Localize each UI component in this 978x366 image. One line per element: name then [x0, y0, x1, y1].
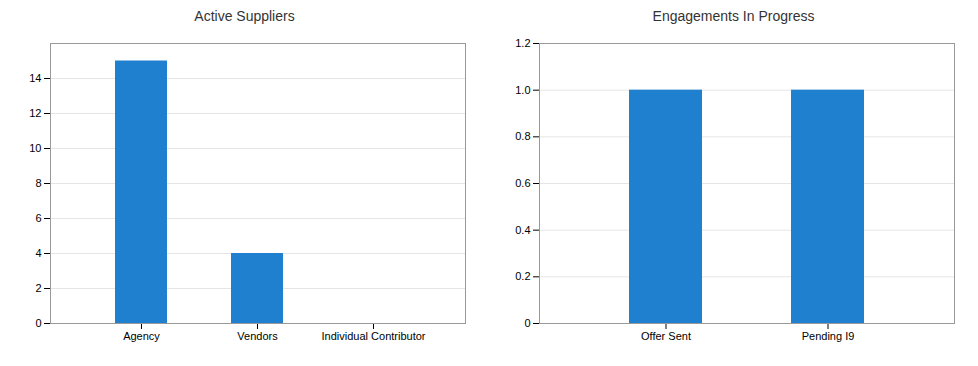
svg-text:Pending I9: Pending I9: [801, 330, 854, 342]
svg-text:4: 4: [35, 247, 41, 259]
svg-text:0: 0: [524, 317, 530, 329]
svg-text:0.6: 0.6: [515, 177, 530, 189]
svg-text:0: 0: [35, 317, 41, 329]
svg-text:10: 10: [29, 142, 41, 154]
html-text:Engagements In Progress: Engagements In Progress: [652, 8, 815, 24]
svg-text:2: 2: [35, 282, 41, 294]
svg-text:1.2: 1.2: [515, 37, 530, 49]
svg-text:1.0: 1.0: [515, 84, 530, 96]
svg-text:Vendors: Vendors: [237, 330, 278, 342]
svg-text:6: 6: [35, 212, 41, 224]
svg-text:12: 12: [29, 107, 41, 119]
svg-text:14: 14: [29, 72, 41, 84]
html-text:Active Suppliers: Active Suppliers: [194, 8, 295, 24]
svg-text:0.2: 0.2: [515, 270, 530, 282]
svg-text:Agency: Agency: [123, 330, 160, 342]
svg-text:8: 8: [35, 177, 41, 189]
svg-text:0.4: 0.4: [515, 224, 530, 236]
svg-text:Offer Sent: Offer Sent: [641, 330, 691, 342]
svg-text:Individual Contributor: Individual Contributor: [321, 330, 425, 342]
svg-text:0.8: 0.8: [515, 130, 530, 142]
